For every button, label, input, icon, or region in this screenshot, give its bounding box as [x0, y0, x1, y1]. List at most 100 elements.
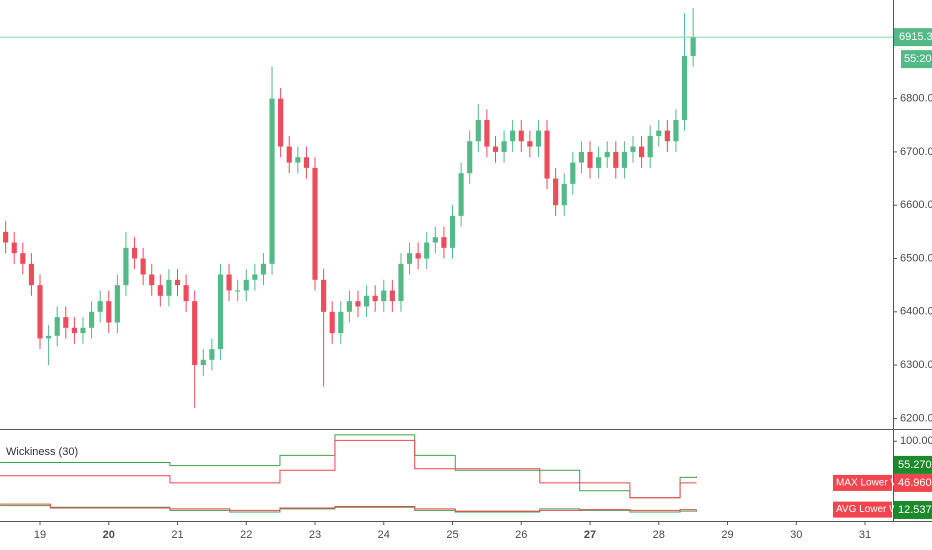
x-tick-label: 27 [584, 529, 596, 541]
candle-body [149, 274, 155, 286]
last-price-label: 6915.34 [899, 31, 932, 43]
y-tick-label: 6200.00 [900, 412, 932, 424]
countdown-label: 55:20 [904, 53, 932, 65]
x-tick-label: 19 [34, 529, 46, 541]
candle-body [406, 253, 413, 264]
candle-body [140, 258, 146, 275]
candle-body [54, 317, 60, 336]
candle-body [20, 253, 26, 264]
candle-body [209, 349, 215, 360]
y-tick-label: 6700.00 [900, 146, 932, 158]
candle-body [398, 263, 404, 302]
indicator-line [0, 439, 697, 499]
candle-body [561, 183, 567, 206]
candle-body [260, 263, 267, 275]
candle-body [690, 37, 696, 56]
candle-body [492, 146, 499, 152]
y-tick-label: 6800.00 [900, 93, 932, 105]
candle-body [681, 55, 688, 120]
candle-body [484, 119, 490, 147]
candle-body [321, 279, 327, 312]
candle-body [106, 301, 112, 323]
candle-body [63, 317, 69, 328]
value-tag [894, 473, 932, 492]
series-name-tag [833, 501, 892, 518]
x-tick-label: 22 [240, 529, 252, 541]
candle-body [80, 327, 86, 334]
candle-body [613, 151, 619, 168]
candle-body [475, 119, 481, 142]
value-tag [894, 500, 932, 519]
candle-body [200, 359, 206, 366]
last-price-tag [894, 28, 932, 47]
value-tag-label: 55.2700 [898, 459, 932, 471]
candle-body [381, 290, 387, 302]
candle-body [338, 311, 344, 334]
candle-body [11, 242, 17, 254]
candle-body [71, 327, 77, 334]
candle-body [269, 98, 275, 264]
series-name: AVG Lower Wick [836, 504, 912, 515]
candle-body [467, 141, 473, 174]
candle-body [37, 285, 43, 339]
x-tick-label: 29 [721, 529, 733, 541]
candle-body [570, 162, 576, 184]
candle-body [192, 301, 198, 366]
candle-body [647, 135, 653, 158]
candle-body [346, 301, 352, 312]
x-tick-label: 28 [653, 529, 665, 541]
y-tick-label: 6500.00 [900, 252, 932, 264]
x-tick-label: 25 [446, 529, 458, 541]
candle-body [131, 247, 138, 259]
candle-body [226, 274, 232, 291]
candle-body [157, 285, 163, 296]
y-tick-label: 100.0000 [900, 435, 932, 447]
y-tick-label: 6400.00 [900, 306, 932, 318]
candle-body [329, 311, 335, 334]
value-tag-label: 12.5370 [898, 504, 932, 516]
value-tag-label: 46.9600 [898, 477, 932, 489]
x-tick-label: 26 [515, 529, 527, 541]
candle-body [510, 130, 516, 142]
candle-body [278, 98, 284, 147]
candle-body [28, 263, 34, 286]
candle-body [544, 130, 550, 179]
series-name: MAX Lower Wick [836, 478, 913, 489]
candle-body [243, 279, 249, 291]
candle-body [596, 157, 602, 168]
candle-body [587, 151, 593, 168]
candle-body [372, 295, 378, 302]
candle-body [518, 130, 524, 142]
candle-body [449, 215, 456, 248]
indicator-title: Wickiness (30) [6, 446, 78, 458]
candle-body [389, 290, 395, 302]
candle-body [183, 285, 189, 302]
value-tag [894, 455, 932, 474]
x-tick-label: 30 [790, 529, 802, 541]
candle-body [3, 231, 9, 243]
indicator-line [0, 505, 698, 513]
x-tick-label: 20 [103, 529, 115, 541]
candle-body [578, 151, 585, 163]
candle-body [363, 295, 370, 307]
x-tick-label: 21 [171, 529, 183, 541]
candle-body [123, 247, 129, 286]
countdown-tag [901, 50, 932, 69]
x-tick-label: 31 [859, 529, 871, 541]
candle-body [604, 151, 610, 158]
candle-body [501, 141, 507, 152]
candle-body [286, 146, 292, 163]
candle-body [415, 253, 421, 259]
candle-body [46, 335, 52, 339]
y-tick-label: 6300.00 [900, 359, 932, 371]
candle-body [424, 242, 430, 259]
candle-body [88, 311, 95, 328]
candle-body [535, 130, 542, 147]
candle-body [217, 274, 224, 350]
candle-body [355, 301, 361, 307]
candle-body [312, 167, 318, 280]
candle-body [432, 237, 438, 243]
candle-body [639, 146, 645, 158]
